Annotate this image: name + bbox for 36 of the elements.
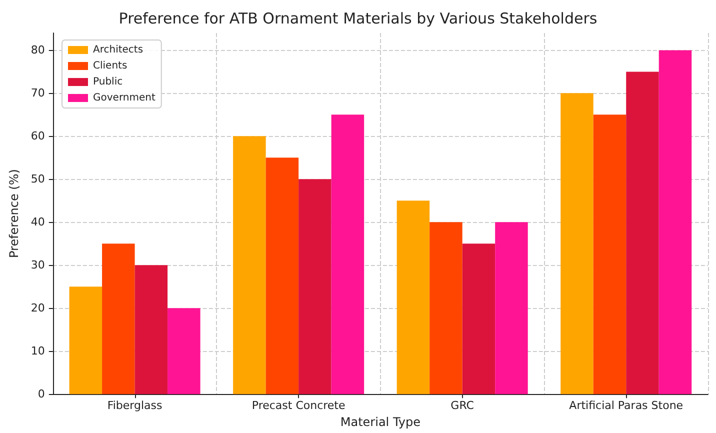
x-tick-label: GRC xyxy=(450,399,474,412)
bar xyxy=(69,286,102,394)
bar xyxy=(396,200,430,394)
bar xyxy=(331,114,364,394)
x-tick-label: Artificial Paras Stone xyxy=(569,399,684,412)
bar xyxy=(134,265,168,394)
y-axis-title: Preference (%) xyxy=(7,169,21,258)
y-tick-label: 20 xyxy=(30,302,45,315)
bar xyxy=(266,158,299,394)
y-tick-label: 30 xyxy=(30,258,45,272)
y-tick-label: 60 xyxy=(30,130,45,143)
bar xyxy=(593,114,626,394)
bar xyxy=(298,179,332,394)
chart-title: Preference for ATB Ornament Materials by Various Stakeholders xyxy=(118,10,598,28)
legend-label: Architects xyxy=(93,44,144,56)
y-tick-label: 0 xyxy=(38,388,45,401)
legend-label: Government xyxy=(93,92,156,104)
legend-label: Clients xyxy=(93,60,128,72)
bar xyxy=(560,93,594,394)
x-axis-title: Material Type xyxy=(340,415,421,429)
bar xyxy=(430,222,462,394)
bar xyxy=(626,72,659,394)
legend-label: Public xyxy=(93,76,123,88)
y-tick-label: 50 xyxy=(30,172,45,186)
y-tick-label: 80 xyxy=(30,44,45,57)
bar xyxy=(462,244,496,394)
y-tick-label: 40 xyxy=(30,216,45,229)
bar xyxy=(233,136,266,394)
bar xyxy=(495,222,528,394)
y-tick-label: 10 xyxy=(30,344,45,358)
y-tick-label: 70 xyxy=(30,86,45,100)
x-tick-label: Fiberglass xyxy=(107,399,163,412)
bar xyxy=(102,244,135,394)
x-tick-label: Precast Concrete xyxy=(252,399,346,412)
bar xyxy=(658,50,692,394)
bar xyxy=(168,308,200,394)
